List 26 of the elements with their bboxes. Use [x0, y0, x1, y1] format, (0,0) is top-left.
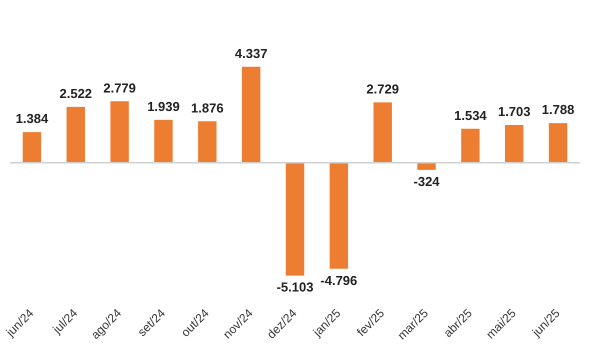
data-label: -4.796	[320, 272, 358, 288]
data-label: 1.703	[498, 104, 531, 120]
bar	[461, 128, 480, 162]
bar	[198, 121, 217, 162]
data-label: -324	[414, 174, 440, 189]
data-label: 2.779	[103, 80, 136, 96]
bar	[242, 66, 260, 162]
bar	[417, 163, 436, 170]
data-label: 2.522	[59, 86, 92, 101]
bar	[110, 101, 129, 162]
bar	[373, 102, 392, 162]
data-label: 4.337	[234, 46, 268, 61]
data-label: 1.788	[542, 102, 574, 118]
data-label: 1.534	[454, 108, 488, 123]
data-label: 1.876	[191, 100, 224, 116]
data-label: 1.939	[147, 98, 180, 114]
data-label: 2.729	[366, 81, 399, 96]
bar	[286, 163, 304, 276]
bar	[548, 123, 568, 162]
bar	[22, 132, 42, 162]
bar	[505, 125, 524, 162]
bar	[154, 120, 173, 162]
data-label: -5.103	[276, 280, 314, 295]
bar	[66, 106, 85, 162]
data-label: 1.384	[16, 111, 49, 126]
bar	[330, 163, 348, 269]
